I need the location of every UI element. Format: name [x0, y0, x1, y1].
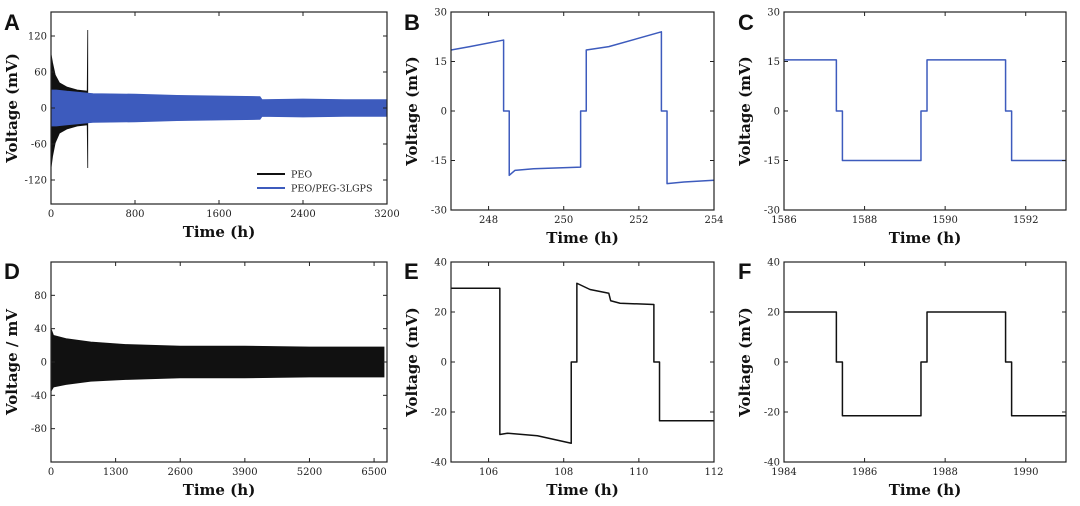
x-axis-title: Time (h) [546, 229, 619, 247]
panel-letter-a: A [4, 10, 20, 35]
y-tick-label: 0 [774, 358, 780, 369]
x-tick-label: 248 [479, 215, 498, 226]
y-tick-label: 40 [767, 258, 780, 269]
x-tick-label: 2400 [290, 209, 315, 220]
y-tick-label: -40 [764, 458, 780, 469]
series-band-d-0 [51, 328, 385, 392]
panel-a: 0 800 1600 2400 3200 -120 -60 0 60 120 Time (h) Vol… [3, 10, 400, 241]
legend-label-0: PEO [291, 170, 312, 181]
y-tick-label: -30 [764, 206, 780, 217]
y-tick-label: -40 [31, 391, 47, 402]
x-tick-label: 108 [554, 467, 573, 478]
legend: PEO PEO/PEG-3LGPS [257, 170, 372, 195]
series-band-a-1 [51, 89, 387, 127]
x-tick-label: 3200 [374, 209, 399, 220]
x-tick-label: 0 [48, 209, 54, 220]
plot-frame-e [450, 261, 715, 463]
panel-f: 1984 1986 1988 1990 -40 -20 0 20 40 Time (h) Volta… [736, 258, 1067, 499]
y-tick-label: -60 [31, 140, 47, 151]
y-tick-label: 40 [434, 258, 447, 269]
y-tick-label: 20 [767, 308, 780, 319]
panel-letter-e: E [404, 259, 419, 284]
x-tick-label: 1586 [771, 215, 796, 226]
panel-e: 106 108 110 112 -40 -20 0 20 40 Time (h) Voltage (… [403, 258, 724, 500]
x-tick-label: 112 [704, 467, 723, 478]
y-tick-label: 0 [441, 358, 447, 369]
y-tick-label: -120 [25, 176, 47, 187]
y-tick-label: 120 [28, 32, 47, 43]
series-line-e-0 [451, 282, 714, 444]
x-tick-label: 110 [629, 467, 648, 478]
x-tick-label: 0 [48, 467, 54, 478]
series-line-c-0 [784, 59, 1066, 162]
panel-letter-c: C [738, 10, 754, 35]
y-axis-title: Voltage (mV) [736, 307, 754, 418]
y-tick-label: 30 [434, 8, 447, 19]
series-line-b-0 [451, 31, 714, 185]
x-tick-label: 1600 [206, 209, 231, 220]
y-tick-label: 40 [34, 324, 47, 335]
x-tick-label: 1592 [1013, 215, 1038, 226]
y-tick-label: 0 [41, 358, 47, 369]
x-tick-label: 800 [125, 209, 144, 220]
y-axis-title: Voltage (mV) [3, 53, 21, 164]
y-tick-label: 15 [767, 57, 780, 68]
panel-letter-d: D [4, 259, 20, 284]
series-line-f-0 [784, 311, 1066, 417]
x-tick-label: 2600 [168, 467, 193, 478]
x-tick-label: 252 [629, 215, 648, 226]
y-tick-label: 20 [434, 308, 447, 319]
x-tick-label: 254 [704, 215, 723, 226]
x-tick-label: 106 [479, 467, 498, 478]
x-tick-label: 3900 [232, 467, 257, 478]
y-axis-title: Voltage / mV [3, 309, 21, 416]
y-tick-label: 80 [34, 291, 47, 302]
y-tick-label: 60 [34, 68, 47, 79]
panel-b: 248 250 252 254 -30 -15 0 15 30 Time (h) Voltage (… [403, 8, 724, 248]
x-axis-title: Time (h) [183, 223, 256, 241]
y-axis-title: Voltage (mV) [403, 56, 421, 167]
y-tick-label: 15 [434, 57, 447, 68]
y-axis-title: Voltage (mV) [403, 307, 421, 418]
x-tick-label: 1986 [852, 467, 877, 478]
y-tick-label: 0 [41, 104, 47, 115]
panel-c: 1586 1588 1590 1592 -30 -15 0 15 30 Time (h) Volta… [736, 8, 1067, 247]
y-tick-label: -40 [431, 458, 447, 469]
y-tick-label: -20 [764, 408, 780, 419]
x-tick-label: 250 [554, 215, 573, 226]
y-tick-label: 0 [774, 107, 780, 118]
y-tick-label: 30 [767, 8, 780, 19]
y-tick-label: -15 [431, 156, 447, 167]
x-tick-label: 1988 [932, 467, 957, 478]
y-tick-label: -30 [431, 206, 447, 217]
x-tick-label: 1990 [1013, 467, 1038, 478]
x-tick-label: 1590 [932, 215, 957, 226]
y-tick-label: -20 [431, 408, 447, 419]
x-tick-label: 6500 [361, 467, 386, 478]
y-axis-title: Voltage (mV) [736, 56, 754, 167]
y-tick-label: 0 [441, 107, 447, 118]
panel-letter-b: B [404, 10, 420, 35]
x-tick-label: 1588 [852, 215, 877, 226]
x-axis-title: Time (h) [183, 481, 256, 499]
panel-d: 0 1300 2600 3900 5200 6500 -80 -40 0 40 80 Time (h)… [3, 259, 388, 499]
x-axis-title: Time (h) [889, 229, 962, 247]
y-tick-label: -15 [764, 156, 780, 167]
y-tick-label: -80 [31, 424, 47, 435]
panel-letter-f: F [738, 259, 751, 284]
x-axis-title: Time (h) [546, 481, 619, 499]
x-axis-title: Time (h) [889, 481, 962, 499]
x-tick-label: 1984 [771, 467, 796, 478]
x-tick-label: 1300 [103, 467, 128, 478]
x-tick-label: 5200 [297, 467, 322, 478]
legend-label-1: PEO/PEG-3LGPS [291, 184, 372, 195]
